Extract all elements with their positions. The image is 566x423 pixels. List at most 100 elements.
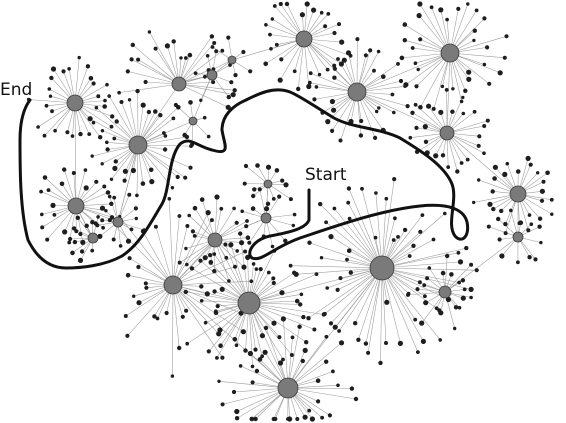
leaf-node: [286, 417, 290, 421]
leaf-node: [295, 417, 300, 421]
leaf-node: [330, 128, 335, 133]
leaf-node: [171, 39, 176, 44]
leaf-node: [505, 161, 510, 166]
leaf-node: [301, 314, 306, 320]
leaf-node: [288, 263, 293, 268]
leaf-node: [100, 218, 105, 223]
leaf-node: [206, 349, 211, 354]
leaf-node: [233, 73, 238, 78]
leaf-node: [466, 76, 472, 82]
leaf-node: [257, 187, 262, 192]
leaf-node: [112, 195, 117, 200]
leaf-node: [496, 216, 501, 222]
leaf-node: [147, 30, 152, 34]
leaf-node: [317, 72, 322, 77]
leaf-node: [262, 349, 268, 355]
hub-link: [446, 132, 519, 195]
leaf-node: [127, 256, 132, 261]
network-edge: [222, 387, 289, 405]
leaf-node: [281, 357, 285, 362]
leaf-node: [312, 97, 317, 102]
leaf-node: [487, 81, 492, 86]
leaf-node: [211, 80, 216, 85]
leaf-node: [101, 225, 105, 230]
leaf-node: [249, 279, 254, 284]
leaf-node: [271, 320, 277, 326]
leaf-node: [105, 190, 111, 195]
leaf-node: [426, 103, 432, 109]
leaf-node: [153, 109, 158, 114]
leaf-node: [257, 357, 263, 362]
leaf-node: [133, 206, 138, 211]
leaf-node: [199, 98, 203, 103]
leaf-node: [347, 216, 352, 221]
hub-node: [227, 55, 237, 65]
leaf-node: [214, 309, 218, 314]
leaf-node: [127, 192, 132, 197]
network-edge: [169, 198, 174, 286]
leaf-node: [499, 253, 505, 259]
leaf-node: [83, 168, 88, 172]
leaf-node: [306, 83, 312, 90]
network-edge: [172, 225, 188, 286]
leaf-node: [307, 240, 312, 245]
network-edge: [287, 387, 352, 389]
network-edge: [187, 302, 250, 344]
leaf-node: [228, 242, 234, 248]
leaf-node: [45, 237, 50, 242]
leaf-node: [274, 168, 280, 173]
leaf-node: [49, 75, 54, 81]
hub-node: [438, 285, 452, 299]
network-edge: [348, 188, 383, 269]
leaf-node: [219, 206, 224, 211]
leaf-node: [307, 408, 312, 413]
leaf-node: [497, 237, 502, 242]
leaf-node: [202, 115, 207, 120]
leaf-node: [241, 264, 247, 270]
network-edge: [365, 267, 383, 344]
leaf-node: [545, 170, 550, 176]
leaf-node: [415, 287, 420, 292]
network-edge: [248, 273, 317, 304]
leaf-node: [130, 42, 135, 48]
leaf-node: [374, 191, 378, 195]
leaf-node: [265, 201, 271, 206]
leaf-node: [140, 102, 146, 108]
leaf-node: [338, 276, 343, 281]
hub-node: [260, 212, 272, 224]
leaf-nodes: [26, 1, 554, 422]
leaf-node: [123, 314, 128, 318]
leaf-node: [271, 416, 276, 422]
leaf-node: [402, 38, 407, 43]
network-edge: [172, 215, 180, 286]
leaf-node: [474, 8, 479, 13]
leaf-node: [270, 17, 274, 21]
leaf-node: [346, 200, 351, 205]
leaf-node: [265, 164, 272, 170]
leaf-node: [536, 171, 540, 175]
network-edge: [381, 261, 461, 269]
leaf-node: [102, 184, 107, 189]
leaf-node: [332, 75, 337, 80]
leaf-node: [234, 220, 239, 225]
network-edge: [381, 267, 441, 341]
network-edge: [267, 183, 292, 200]
leaf-node: [422, 283, 427, 288]
leaf-node: [102, 104, 107, 109]
leaf-node: [53, 128, 57, 133]
network-edge: [287, 342, 342, 389]
leaf-node: [463, 88, 468, 94]
leaf-node: [376, 49, 381, 54]
leaf-node: [329, 98, 335, 105]
leaf-node: [77, 257, 84, 263]
leaf-node: [315, 378, 321, 384]
leaf-node: [366, 350, 371, 355]
leaf-node: [243, 249, 248, 254]
leaf-node: [234, 416, 240, 421]
hub-link: [446, 52, 451, 134]
leaf-node: [539, 198, 545, 203]
start-label: Start: [305, 165, 347, 185]
network-edge: [320, 203, 383, 269]
leaf-node: [298, 302, 303, 307]
network-edge: [137, 59, 180, 85]
